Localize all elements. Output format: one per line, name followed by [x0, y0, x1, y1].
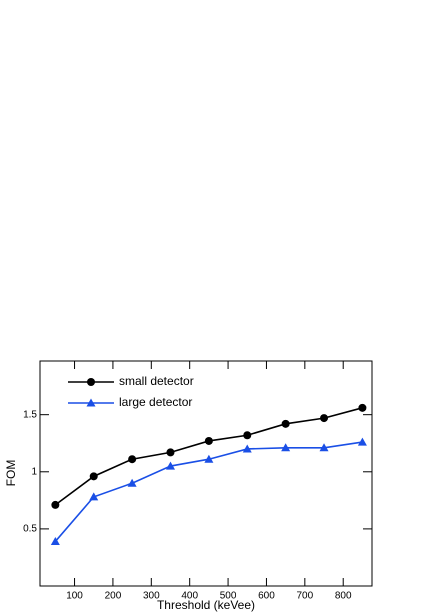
- legend-text: small detector: [119, 374, 194, 388]
- marker: [127, 478, 137, 487]
- x-tick-label: 600: [258, 591, 275, 602]
- marker: [50, 536, 60, 545]
- marker: [281, 443, 291, 452]
- marker: [281, 419, 290, 428]
- y-tick-label: 1.5: [23, 409, 37, 420]
- x-tick-label: 700: [296, 591, 313, 602]
- marker: [166, 448, 175, 457]
- legend-marker: [87, 378, 95, 386]
- x-tick-label: 300: [143, 591, 160, 602]
- marker: [51, 500, 60, 509]
- x-tick-label: 400: [181, 591, 198, 602]
- x-tick-label: 800: [335, 591, 352, 602]
- marker: [242, 444, 252, 453]
- y-tick-label: 1: [31, 466, 37, 477]
- marker: [357, 437, 367, 446]
- marker: [243, 431, 252, 440]
- y-tick-label: 0.5: [23, 524, 37, 535]
- legend-marker: [86, 398, 96, 407]
- x-tick-label: 200: [105, 591, 122, 602]
- marker: [320, 414, 329, 423]
- marker: [89, 492, 99, 501]
- legend-text: large detector: [119, 395, 192, 409]
- marker: [165, 461, 175, 470]
- plot-frame: [39, 360, 373, 587]
- marker: [319, 443, 329, 452]
- y-axis-title: FOM: [4, 460, 18, 487]
- marker: [204, 436, 213, 445]
- marker: [358, 403, 367, 412]
- marker: [89, 472, 98, 481]
- x-axis-title: Threshold (keVee): [157, 598, 255, 612]
- marker: [128, 455, 137, 464]
- x-tick-label: 500: [220, 591, 237, 602]
- marker: [204, 454, 214, 463]
- x-tick-label: 100: [66, 591, 83, 602]
